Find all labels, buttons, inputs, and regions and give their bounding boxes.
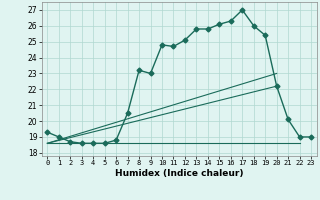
X-axis label: Humidex (Indice chaleur): Humidex (Indice chaleur) <box>115 169 244 178</box>
